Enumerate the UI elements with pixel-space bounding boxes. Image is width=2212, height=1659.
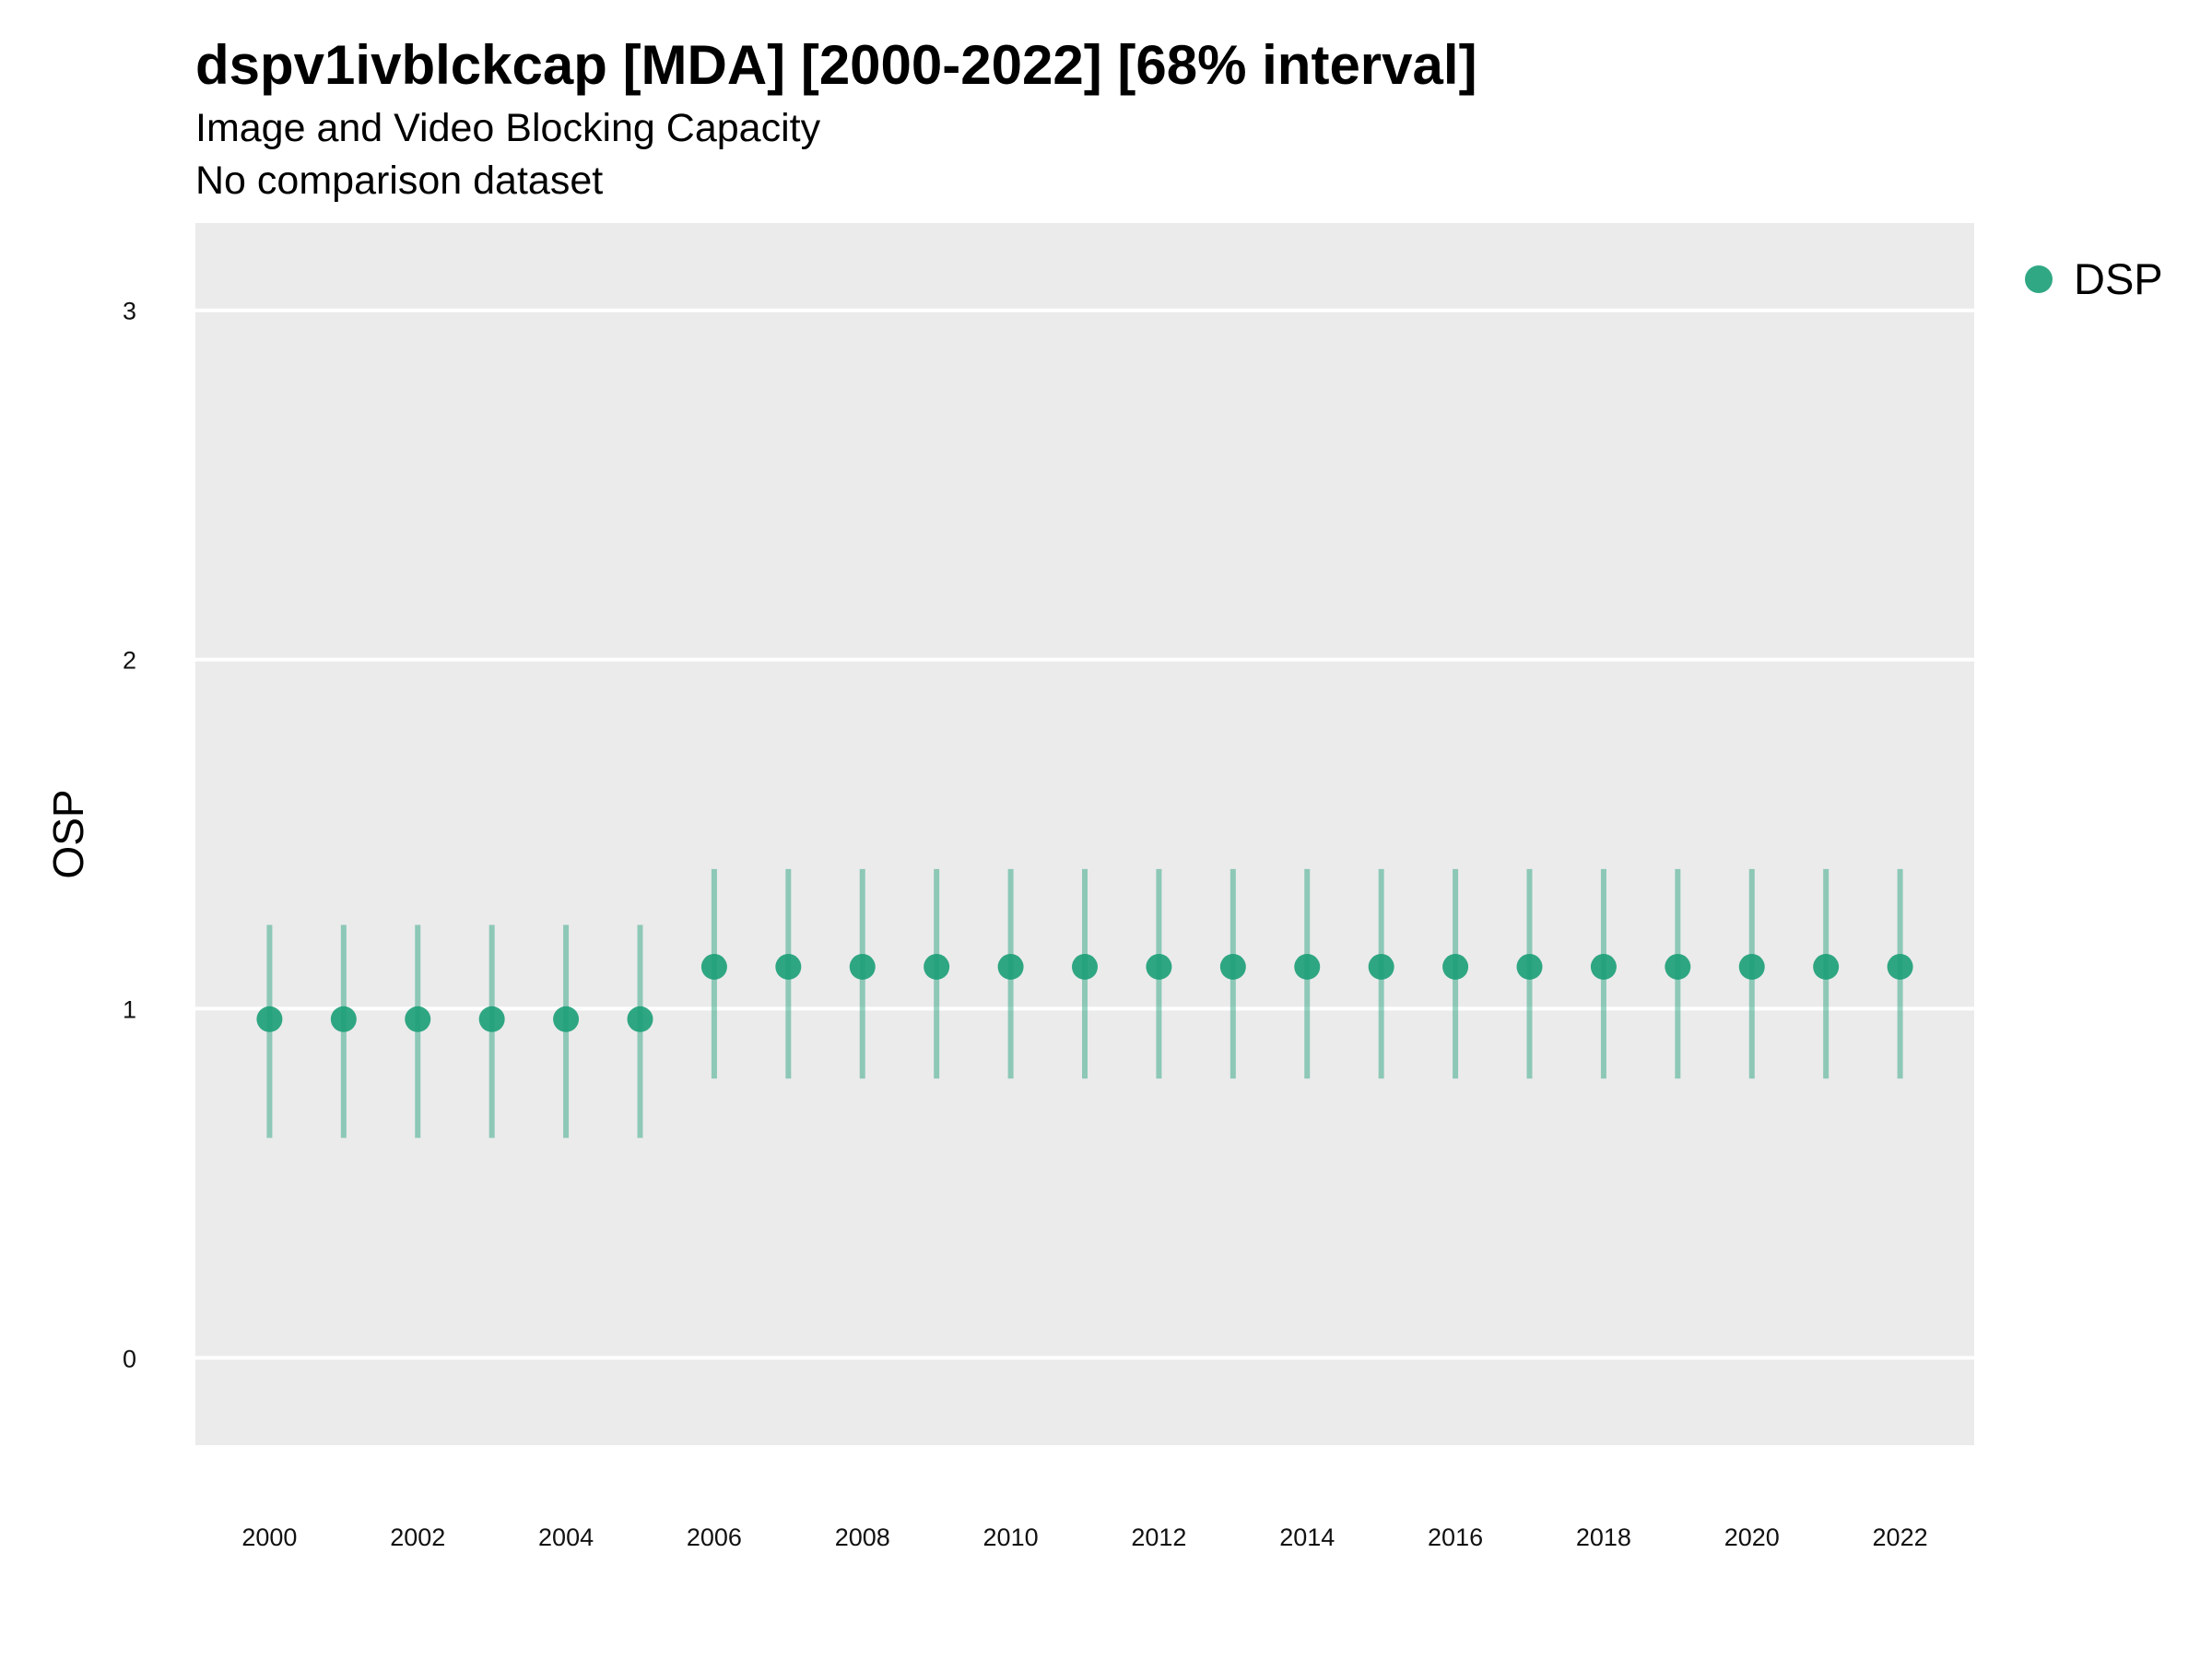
data-point xyxy=(775,953,802,980)
data-point xyxy=(1665,953,1691,980)
chart-title: dspv1ivblckcap [MDA] [2000-2022] [68% in… xyxy=(195,34,1477,96)
x-tick-label: 2012 xyxy=(1131,1524,1186,1551)
x-tick-label: 2020 xyxy=(1724,1524,1780,1551)
data-point xyxy=(1219,953,1246,980)
data-point xyxy=(1813,953,1840,980)
x-tick-label: 2000 xyxy=(241,1524,297,1551)
data-point xyxy=(1887,953,1913,980)
data-point xyxy=(849,953,876,980)
data-point xyxy=(700,953,727,980)
y-tick-label: 1 xyxy=(123,995,136,1023)
legend-label-dsp: DSP xyxy=(2074,254,2163,303)
x-tick-label: 2002 xyxy=(390,1524,445,1551)
y-axis-title: OSP xyxy=(44,789,92,878)
x-tick-labels: 2000 2002 2004 2006 2008 2010 2012 2014 2016 2018… xyxy=(241,1524,1927,1551)
x-tick-label: 2010 xyxy=(983,1524,1039,1551)
chart-subtitle: Image and Video Blocking Capacity xyxy=(195,106,821,150)
data-point xyxy=(1516,953,1543,980)
x-tick-label: 2006 xyxy=(687,1524,742,1551)
data-points xyxy=(256,953,1913,1032)
x-tick-label: 2016 xyxy=(1428,1524,1483,1551)
y-tick-labels: 0 1 2 3 xyxy=(123,298,136,1373)
data-point xyxy=(627,1006,653,1032)
x-tick-label: 2022 xyxy=(1873,1524,1928,1551)
data-point xyxy=(553,1006,580,1032)
data-point xyxy=(256,1006,283,1032)
data-point xyxy=(997,953,1024,980)
data-point xyxy=(1738,953,1765,980)
y-tick-label: 3 xyxy=(123,298,136,325)
data-point xyxy=(478,1006,505,1032)
y-tick-label: 0 xyxy=(123,1345,136,1372)
x-tick-label: 2008 xyxy=(835,1524,890,1551)
data-point xyxy=(924,953,950,980)
legend-marker-dsp xyxy=(2025,265,2053,293)
plot-panel xyxy=(195,223,1974,1445)
x-tick-label: 2018 xyxy=(1576,1524,1631,1551)
y-tick-label: 2 xyxy=(123,647,136,675)
data-point xyxy=(1442,953,1469,980)
data-point xyxy=(1072,953,1098,980)
data-point xyxy=(1294,953,1321,980)
x-tick-label: 2014 xyxy=(1279,1524,1335,1551)
data-point xyxy=(1368,953,1394,980)
data-point xyxy=(1590,953,1617,980)
chart-caption: No comparison dataset xyxy=(195,159,604,203)
data-point xyxy=(1146,953,1172,980)
legend: DSP xyxy=(2025,254,2163,303)
data-point xyxy=(330,1006,357,1032)
x-tick-label: 2004 xyxy=(538,1524,594,1551)
data-point xyxy=(405,1006,431,1032)
